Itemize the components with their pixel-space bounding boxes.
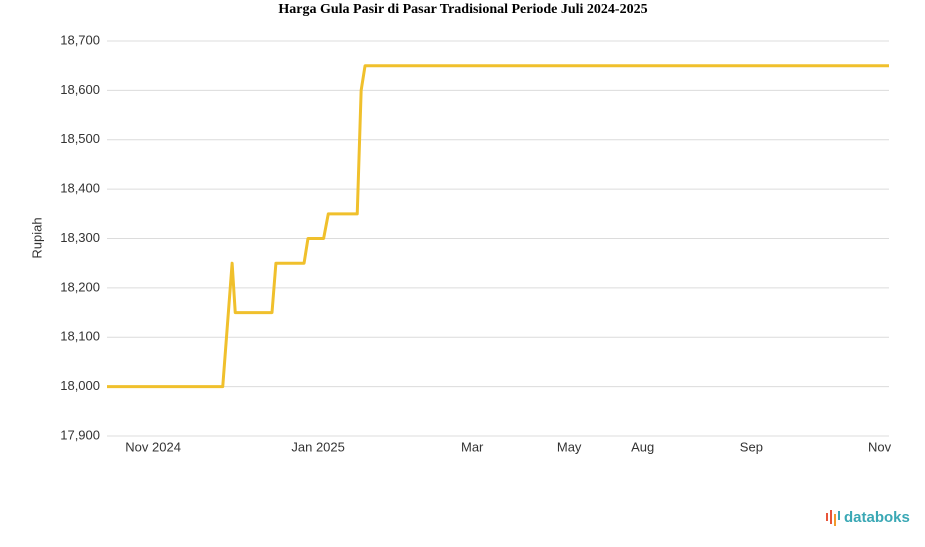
x-tick-label: Aug — [631, 439, 654, 454]
source-brand: databoks — [844, 509, 910, 526]
x-tick-label: May — [557, 439, 582, 454]
x-tick-label: Nov 2024 — [125, 439, 181, 454]
x-tick-label: Jan 2025 — [291, 439, 345, 454]
y-tick-label: 18,000 — [60, 378, 100, 393]
y-axis-label: Rupiah — [29, 217, 44, 258]
y-tick-label: 18,100 — [60, 329, 100, 344]
x-tick-label: Nov — [868, 439, 892, 454]
chart-title: Harga Gula Pasir di Pasar Tradisional Pe… — [278, 2, 647, 17]
y-tick-label: 17,900 — [60, 427, 100, 442]
data-line — [107, 64, 889, 389]
y-tick-label: 18,200 — [60, 279, 100, 294]
x-tick-label: Mar — [461, 439, 484, 454]
y-tick-label: 18,600 — [60, 82, 100, 97]
y-tick-label: 18,300 — [60, 230, 100, 245]
x-tick-label: Sep — [740, 439, 763, 454]
y-tick-label: 18,500 — [60, 131, 100, 146]
y-tick-label: 18,400 — [60, 181, 100, 196]
y-tick-label: 18,700 — [60, 32, 100, 47]
logo: databoks — [826, 509, 910, 526]
